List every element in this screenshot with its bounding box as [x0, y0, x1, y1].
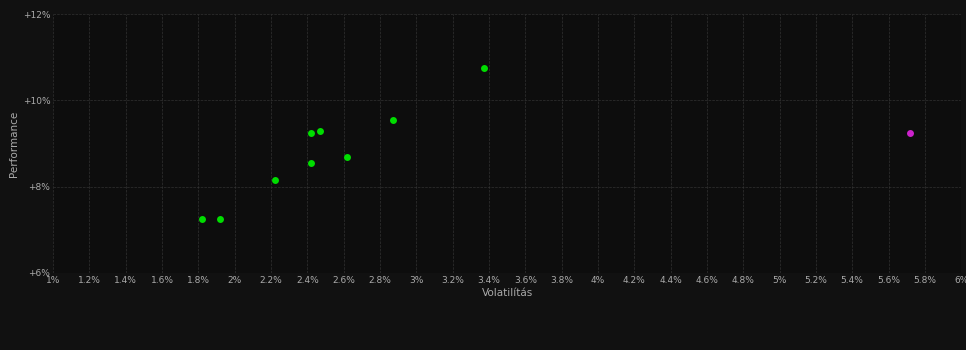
- Point: [303, 130, 319, 135]
- Point: [312, 128, 327, 134]
- Point: [213, 216, 228, 222]
- Point: [902, 130, 918, 135]
- Point: [194, 216, 210, 222]
- Y-axis label: Performance: Performance: [9, 110, 18, 177]
- Point: [340, 154, 355, 160]
- X-axis label: Volatilítás: Volatilítás: [481, 288, 533, 298]
- Point: [385, 117, 401, 122]
- Point: [476, 65, 492, 71]
- Point: [303, 160, 319, 166]
- Point: [267, 177, 282, 183]
